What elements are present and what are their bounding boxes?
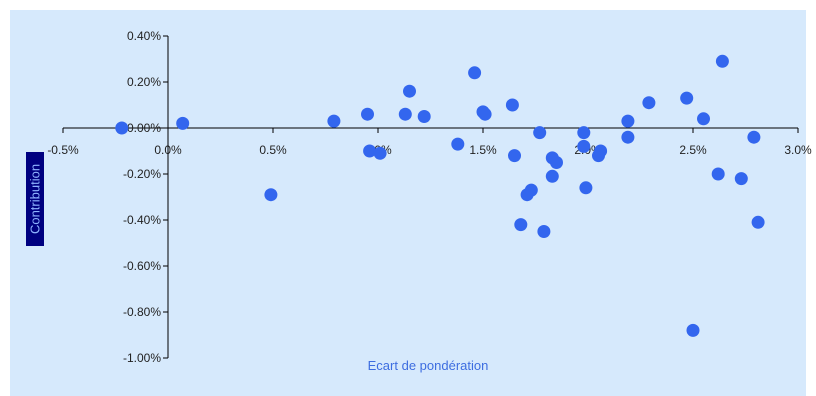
x-tick-label: -0.5% — [47, 143, 79, 157]
data-point — [115, 121, 129, 135]
data-point — [451, 137, 465, 151]
data-point — [403, 84, 416, 98]
data-point — [533, 126, 547, 140]
data-point — [417, 110, 431, 123]
plot-background — [10, 10, 806, 396]
y-axis-title-group: Contribution — [26, 152, 44, 246]
data-point — [505, 98, 519, 112]
data-points — [115, 54, 765, 337]
y-tick-label: 0.00% — [127, 121, 161, 135]
data-point — [514, 218, 528, 232]
data-point — [361, 107, 374, 121]
data-point — [508, 149, 521, 163]
data-point — [594, 144, 608, 158]
data-point — [327, 114, 341, 128]
data-point — [751, 215, 765, 229]
data-point — [550, 156, 563, 169]
data-point — [747, 130, 761, 144]
y-axis: 0.40% 0.20% 0.00% -0.20% -0.40% -0.60% -0.80% -… — [123, 29, 169, 365]
data-point — [398, 107, 412, 121]
x-tick-label: 2.5% — [679, 143, 707, 157]
data-point — [363, 144, 377, 158]
data-point — [176, 116, 190, 130]
y-tick-label: -0.60% — [123, 259, 161, 273]
x-tick-label: 0.5% — [259, 143, 287, 157]
data-point — [642, 96, 656, 110]
y-tick-label: -1.00% — [123, 351, 161, 365]
y-tick-label: 0.40% — [127, 29, 161, 43]
data-point — [621, 114, 635, 128]
y-tick-label: -0.80% — [123, 305, 161, 319]
data-point — [524, 183, 538, 197]
data-point — [734, 172, 748, 186]
y-tick-label: -0.20% — [123, 167, 161, 181]
data-point — [468, 66, 482, 80]
data-point — [537, 225, 551, 238]
x-tick-label: 1.5% — [469, 143, 497, 157]
x-tick-label: 3.0% — [784, 143, 812, 157]
data-point — [711, 167, 725, 181]
data-point — [621, 130, 635, 144]
y-tick-label: 0.20% — [127, 75, 161, 89]
data-point — [373, 146, 387, 160]
data-point — [478, 107, 492, 121]
data-point — [577, 126, 591, 140]
data-point — [686, 323, 700, 337]
data-point — [264, 188, 278, 202]
data-point — [577, 139, 591, 153]
x-axis-title: Ecart de pondération — [368, 358, 489, 373]
data-point — [579, 181, 593, 195]
data-point — [715, 54, 729, 68]
y-axis-title-background — [26, 152, 44, 246]
data-point — [697, 112, 710, 126]
y-axis-title: Contribution — [28, 164, 43, 234]
data-point — [680, 91, 694, 105]
data-point — [545, 169, 559, 183]
y-tick-label: -0.40% — [123, 213, 161, 227]
